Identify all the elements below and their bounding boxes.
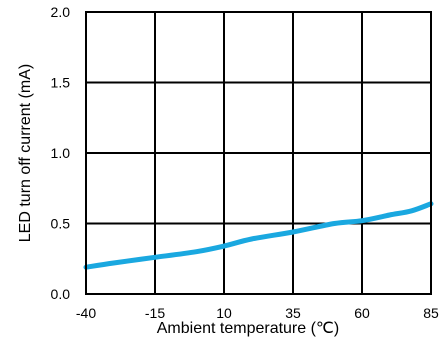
x-tick-label: -15 bbox=[145, 305, 165, 321]
series-line bbox=[83, 201, 434, 270]
y-tick-label: 0.5 bbox=[51, 216, 71, 232]
plot-frame bbox=[85, 11, 432, 295]
x-tick-labels: -40 -15 10 35 60 85 bbox=[76, 305, 439, 321]
x-axis-title: Ambient temperature (℃) bbox=[157, 320, 339, 337]
x-tick-label: 10 bbox=[216, 305, 232, 321]
y-tick-label: 0.0 bbox=[51, 286, 71, 302]
y-axis-title: LED turn off current (mA) bbox=[17, 64, 34, 242]
y-tick-label: 2.0 bbox=[51, 4, 71, 20]
series-layer bbox=[83, 201, 434, 270]
y-tick-label: 1.5 bbox=[51, 75, 71, 91]
grid bbox=[86, 12, 431, 294]
x-tick-label: 35 bbox=[285, 305, 301, 321]
y-tick-labels: 0.0 0.5 1.0 1.5 2.0 bbox=[51, 4, 71, 302]
x-tick-label: -40 bbox=[76, 305, 96, 321]
x-tick-label: 60 bbox=[354, 305, 370, 321]
x-tick-label: 85 bbox=[423, 305, 439, 321]
y-tick-label: 1.0 bbox=[51, 145, 71, 161]
